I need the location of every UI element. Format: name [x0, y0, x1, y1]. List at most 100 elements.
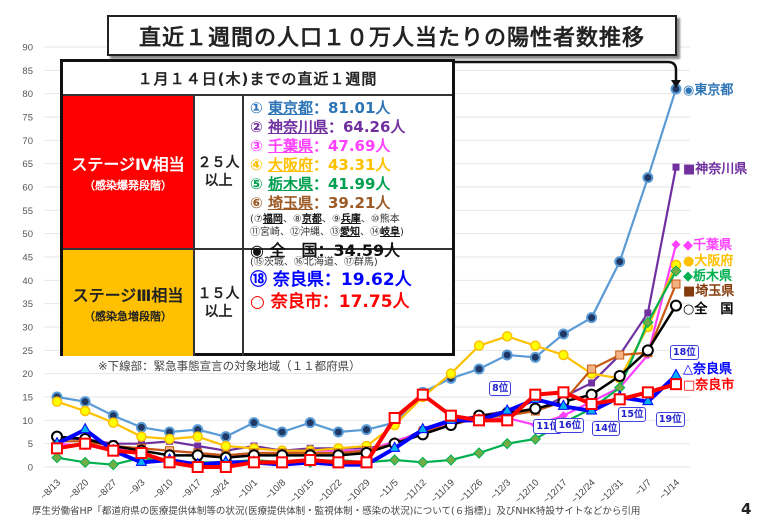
pointer-arrowhead	[671, 80, 681, 88]
legend-label: ■神奈川県	[683, 162, 748, 177]
legend-label: □奈良市	[683, 378, 735, 393]
data-point	[641, 386, 654, 399]
data-point	[642, 316, 654, 329]
data-point	[107, 444, 120, 457]
data-point	[79, 422, 91, 434]
data-point	[530, 340, 541, 351]
data-point	[614, 256, 626, 268]
legend-label: △奈良県	[683, 362, 732, 377]
stage4-pref-item: ③ 千葉県：47.69人	[250, 137, 452, 156]
data-point	[642, 394, 654, 406]
data-point	[501, 403, 514, 415]
other-text: 、⑭	[360, 227, 380, 238]
data-point	[332, 426, 344, 438]
data-point	[641, 344, 654, 357]
data-point	[417, 456, 429, 469]
pref-name: 大阪府	[267, 156, 313, 174]
rank-label: 11位	[533, 419, 563, 435]
x-tick-label: ~10/15	[288, 477, 317, 506]
pref-value: ：39.21人	[312, 194, 391, 212]
rank-label: 14位	[591, 421, 621, 436]
legend-label: ■埼玉県	[683, 284, 735, 299]
data-point	[529, 351, 541, 363]
data-point	[276, 426, 288, 438]
y-tick-label: 45	[22, 253, 33, 264]
data-point	[501, 331, 513, 342]
stage4-threshold-suffix: 以上	[204, 173, 233, 189]
pointer-arrow	[452, 60, 678, 82]
x-tick-label: ~9/3	[126, 477, 147, 498]
data-point	[416, 422, 429, 434]
x-tick-label: ~11/12	[401, 477, 429, 505]
pref-value: ：43.31人	[312, 156, 391, 174]
data-point	[473, 363, 485, 375]
pref-value: ：64.26人	[327, 118, 406, 136]
data-point	[644, 309, 652, 317]
pref-name: 埼玉県	[267, 194, 313, 212]
stage3-row: ステージⅢ相当 （感染急増段階） １５人 以上 (⑮茨城、⑯北海道、⑰群馬) ⑱…	[63, 250, 452, 356]
data-point	[672, 163, 680, 171]
other-text: ⑪宮崎、⑫沖縄、⑬	[250, 227, 340, 238]
legend-label: ◆千葉県	[683, 238, 732, 253]
x-tick-label: ~9/24	[207, 477, 232, 502]
pref-name: 千葉県	[267, 137, 313, 155]
data-point	[642, 172, 654, 184]
data-point	[473, 447, 485, 459]
rank-label: 19位	[655, 411, 685, 427]
x-tick-label: ~10/8	[263, 477, 288, 502]
x-tick-label: ~1/7	[633, 477, 654, 498]
series-東京都	[51, 83, 682, 443]
data-point	[192, 431, 203, 442]
stage3-threshold-suffix: 以上	[204, 304, 233, 320]
y-tick-label: 65	[22, 159, 33, 170]
data-point	[247, 456, 260, 469]
data-point	[51, 396, 63, 407]
other-text: 、⑩熊本	[360, 214, 400, 225]
data-point	[529, 402, 542, 415]
data-point	[136, 431, 147, 442]
x-tick-label: ~10/1	[235, 477, 260, 502]
rank-label: 15位	[617, 407, 647, 422]
emergency-pref: 愛知	[340, 227, 360, 238]
data-point	[248, 417, 260, 429]
rank-label: 16位	[555, 418, 585, 434]
x-tick-label: ~8/20	[66, 477, 91, 502]
y-tick-label: 85	[22, 66, 33, 77]
y-tick-label: 25	[22, 346, 33, 357]
nara-city-value: ○ 奈良市：17.75人	[250, 292, 410, 312]
x-tick-label: ~12/31	[597, 477, 626, 506]
legend-label: ◆栃木県	[683, 269, 732, 284]
data-point	[445, 368, 457, 379]
data-point	[501, 414, 514, 427]
data-point	[473, 414, 486, 427]
source-footer: 厚生労働省HP「都道府県の医療提供体制等の状況(医療提供体制・監視体制・感染の状…	[32, 506, 641, 517]
y-tick-label: 15	[22, 393, 33, 404]
x-tick-label: ~10/29	[344, 477, 373, 506]
stage4-threshold: ２５人 以上	[195, 96, 244, 248]
data-point	[137, 440, 145, 448]
data-point	[501, 437, 513, 450]
stage4-pref-item: ② 神奈川県：64.26人	[250, 118, 452, 137]
stage3-name: ステージⅢ相当	[72, 286, 184, 305]
y-tick-label: 75	[22, 113, 33, 124]
y-tick-label: 0	[28, 463, 33, 474]
data-point	[388, 412, 401, 424]
stage4-threshold-value: ２５人	[197, 155, 240, 171]
x-tick-label: ~8/27	[95, 477, 120, 502]
data-point	[135, 447, 148, 459]
data-point	[276, 456, 289, 469]
data-point	[163, 456, 176, 469]
y-tick-label: 10	[22, 416, 33, 427]
y-tick-label: 20	[22, 369, 33, 380]
emergency-pref: 福岡	[262, 214, 283, 225]
data-point	[135, 421, 147, 433]
y-tick-label: 70	[22, 136, 33, 147]
stage3-threshold: １５人 以上	[195, 250, 244, 356]
data-point	[670, 299, 682, 312]
data-point	[501, 349, 513, 361]
data-point	[671, 239, 681, 249]
pref-name: 栃木県	[267, 175, 313, 193]
data-point	[444, 409, 457, 422]
x-tick-label: ~10/22	[316, 477, 345, 506]
stage4-others-2: ⑪宮崎、⑫沖縄、⑬愛知、⑭岐阜)	[250, 226, 452, 239]
